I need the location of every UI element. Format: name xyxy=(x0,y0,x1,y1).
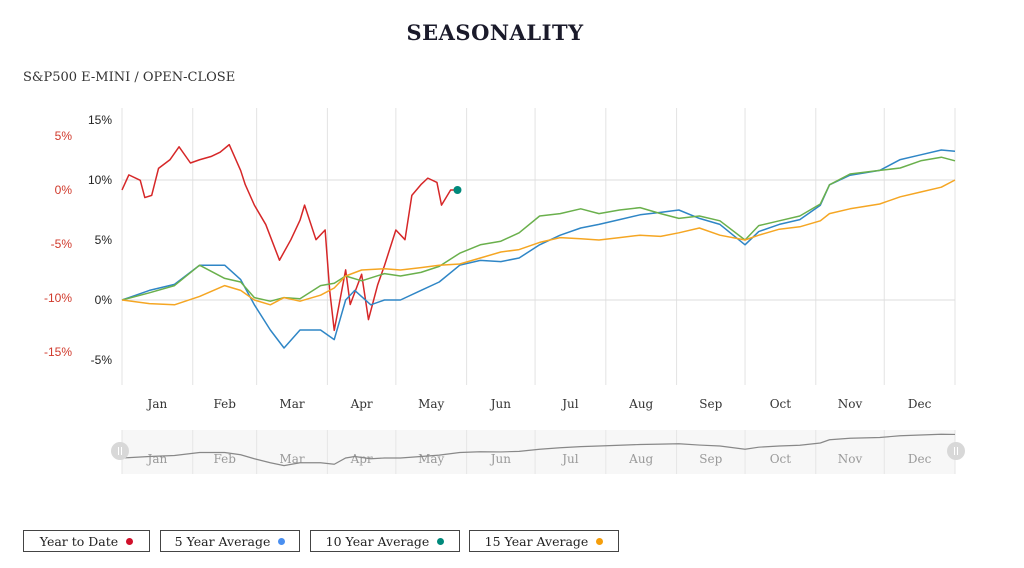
month-label: May xyxy=(418,397,444,411)
legend-dot-icon xyxy=(278,537,286,545)
navigator-month-label: Jul xyxy=(560,452,579,466)
left-axis-tick-label: 15% xyxy=(88,113,112,127)
left-axis-tick-label: 0% xyxy=(95,293,113,307)
legend-dot-icon xyxy=(126,537,134,545)
month-label: Apr xyxy=(350,397,373,411)
chart-subtitle: S&P500 E-MINI / OPEN-CLOSE xyxy=(23,70,236,85)
navigator-right-handle[interactable] xyxy=(947,442,965,460)
red-axis-tick-label: 0% xyxy=(55,183,73,197)
navigator-month-label: Apr xyxy=(350,452,373,466)
navigator-month-label: Feb xyxy=(213,452,236,466)
legend-label: 5 Year Average xyxy=(174,533,271,549)
left-axis-tick-label: -5% xyxy=(91,353,113,367)
month-label: Feb xyxy=(213,397,236,411)
legend-dot-icon xyxy=(437,537,445,545)
legend-dot-icon xyxy=(596,537,604,545)
left-axis-tick-label: 5% xyxy=(95,233,113,247)
legend-label: 10 Year Average xyxy=(325,533,430,549)
navigator-month-label: Jan xyxy=(146,452,168,466)
navigator-left-handle[interactable] xyxy=(111,442,129,460)
legend-item-year-to-date[interactable]: Year to Date xyxy=(23,530,150,552)
navigator-month-label: Jun xyxy=(489,452,512,466)
navigator-month-label: Oct xyxy=(770,452,792,466)
legend-item-10-year-average[interactable]: 10 Year Average xyxy=(310,530,460,552)
legend-label: Year to Date xyxy=(39,533,119,549)
left-axis-tick-label: 10% xyxy=(88,173,112,187)
navigator-month-label: Nov xyxy=(838,452,863,466)
series-line-5-year-average xyxy=(121,149,956,349)
legend-item-5-year-average[interactable]: 5 Year Average xyxy=(160,530,300,552)
month-label: Jun xyxy=(489,397,512,411)
ytd-end-marker xyxy=(453,186,462,194)
month-label: Jul xyxy=(560,397,579,411)
series-line-year-to-date xyxy=(121,143,458,332)
month-label: Aug xyxy=(628,397,653,411)
navigator-series-line xyxy=(121,433,956,467)
legend-item-15-year-average[interactable]: 15 Year Average xyxy=(469,530,619,552)
month-label: Nov xyxy=(838,397,863,411)
red-axis-tick-label: 5% xyxy=(55,129,73,143)
month-label: Jan xyxy=(146,397,168,411)
month-label: Mar xyxy=(279,397,304,411)
legend-label: 15 Year Average xyxy=(484,533,589,549)
navigator-month-label: Dec xyxy=(908,452,932,466)
month-label: Oct xyxy=(770,397,792,411)
navigator-background xyxy=(122,430,955,474)
series-line-15-year-average xyxy=(121,179,956,306)
series-line-10-year-average xyxy=(121,156,956,302)
seasonality-chart: 15% 10% 5% 0% -5% 5% 0% -5% -10% -15% Jan Feb Mar Apr… xyxy=(44,108,965,474)
red-axis-tick-label: -10% xyxy=(44,291,72,305)
red-axis-tick-label: -15% xyxy=(44,345,72,359)
navigator-month-label: May xyxy=(418,452,444,466)
navigator-month-label: Sep xyxy=(699,452,722,466)
red-axis-tick-label: -5% xyxy=(51,237,73,251)
month-label: Dec xyxy=(908,397,932,411)
chart-title: SEASONALITY xyxy=(406,20,584,45)
month-label: Sep xyxy=(699,397,722,411)
navigator-month-label: Aug xyxy=(628,452,653,466)
